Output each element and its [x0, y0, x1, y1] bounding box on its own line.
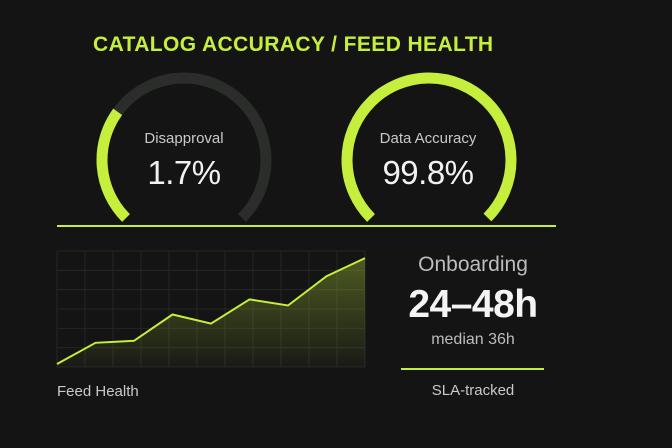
- onboarding-footer: SLA-tracked: [431, 382, 515, 399]
- onboarding-title: Onboarding: [418, 253, 528, 276]
- onboarding-value: 24–48h: [408, 283, 538, 326]
- feed-health-area: [57, 258, 365, 367]
- section-divider: [57, 225, 556, 227]
- data-accuracy-value: 99.8%: [382, 154, 474, 191]
- disapproval-gauge-fill: [96, 108, 130, 222]
- feed-health-label: Feed Health: [57, 383, 139, 400]
- disapproval-label: Disapproval: [144, 130, 224, 147]
- page-title: CATALOG ACCURACY / FEED HEALTH: [93, 33, 494, 56]
- accuracy-gauge-fill: [341, 72, 517, 222]
- onboarding-underline: [401, 368, 544, 370]
- onboarding-median: median 36h: [431, 331, 515, 348]
- disapproval-value: 1.7%: [147, 154, 221, 191]
- feed-health-line: [56, 257, 366, 365]
- data-accuracy-label: Data Accuracy: [379, 130, 477, 147]
